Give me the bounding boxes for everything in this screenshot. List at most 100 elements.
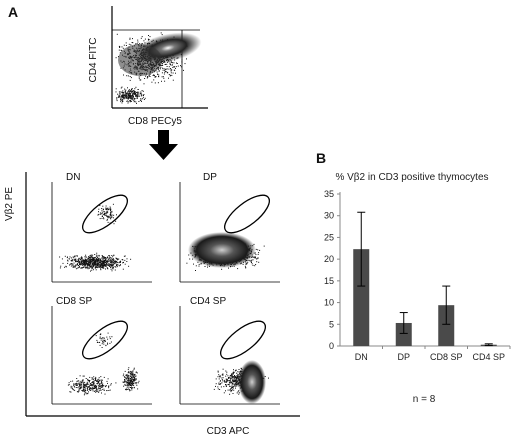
event-dot [95,385,97,387]
event-dot [100,379,102,381]
event-dot [256,258,258,260]
event-dot [94,260,96,262]
event-dot [136,92,138,93]
event-dot [120,264,121,266]
event-dot [90,263,92,264]
event-dot [86,260,88,262]
event-dot [130,98,132,100]
event-dot [107,268,109,270]
event-dot [133,380,135,382]
event-dot [137,39,139,41]
event-dot [107,208,109,210]
event-dot [120,261,121,263]
event-dot [110,267,112,269]
event-dot [79,385,81,387]
event-dot [235,380,237,381]
event-dot [258,261,260,263]
event-dot [116,98,118,100]
event-dot [230,390,232,391]
event-dot [92,259,94,261]
event-dot [127,388,129,390]
event-dot [72,260,74,262]
event-dot [131,389,133,391]
event-dot [131,371,133,373]
down-arrow [149,130,178,160]
event-dot [218,382,220,384]
event-dot [100,337,102,339]
event-dot [108,263,110,265]
event-dot [93,381,95,383]
event-dot [128,91,130,93]
event-dot [235,381,237,383]
event-dot [225,378,227,380]
event-dot [76,264,78,266]
event-dot [140,98,142,100]
event-dot [245,267,247,269]
event-dot [115,382,117,384]
event-dot [128,96,129,98]
event-dot [135,101,137,103]
event-dot [59,267,61,269]
event-dot [233,372,235,374]
event-dot [100,266,102,268]
event-dot [84,263,86,265]
event-dot [84,262,86,264]
event-dot [105,345,107,347]
event-dot [79,375,81,377]
event-dot [89,261,91,263]
event-dot [127,381,129,383]
event-dot [124,91,126,93]
event-dot [117,264,119,266]
event-dot [98,381,99,382]
event-dot [162,69,164,71]
event-dot [84,390,86,392]
event-dot [75,264,77,266]
event-dot [111,255,113,256]
event-dot [161,63,163,64]
event-dot [122,101,123,102]
event-dot [158,70,160,72]
event-dot [89,265,91,267]
event-dot [80,267,82,269]
event-dot [132,97,134,99]
event-dot [130,375,132,377]
event-dot [99,260,101,262]
event-dot [128,43,130,45]
event-dot [96,390,98,392]
event-dot [245,262,247,264]
event-dot [78,390,80,392]
event-dot [87,257,89,259]
event-dot [81,380,83,382]
event-dot [122,90,124,92]
event-dot [164,69,166,71]
event-dot [110,217,112,219]
event-dot [126,98,128,99]
event-dot [85,254,87,256]
event-dot [231,378,233,379]
event-dot [99,337,101,339]
event-dot [88,256,90,258]
event-dot [250,262,252,263]
event-dot [107,256,108,258]
event-dot [127,379,129,381]
event-dot [109,255,111,257]
event-dot [83,264,85,266]
event-dot [103,340,105,341]
event-dot [146,77,148,79]
event-dot [167,71,169,73]
event-dot [131,387,133,389]
event-dot [229,378,231,379]
event-dot [102,261,104,263]
event-dot [80,387,82,388]
event-dot [231,373,233,375]
event-dot [111,257,113,259]
event-dot [129,387,131,388]
event-dot [141,90,143,92]
event-dot [102,205,104,207]
event-dot [217,370,219,372]
event-dot [135,92,137,94]
event-dot [137,96,139,98]
event-dot [126,96,128,97]
event-dot [110,264,112,266]
event-dot [219,375,220,377]
